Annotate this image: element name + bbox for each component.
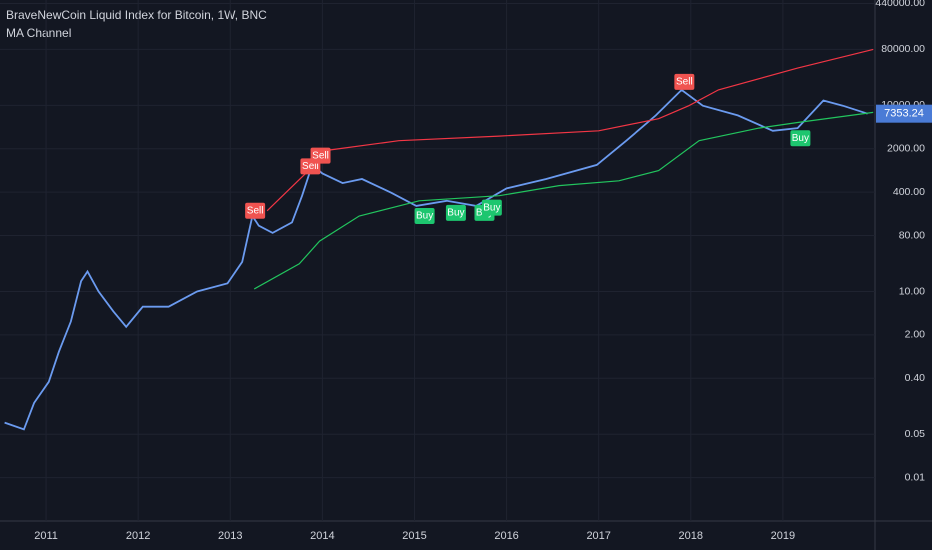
x-tick-label: 2017 (586, 530, 610, 542)
y-tick-label: 2.00 (905, 329, 926, 341)
y-tick-label: 80000.00 (881, 43, 925, 55)
signal-text: Buy (416, 211, 433, 222)
y-tick-label: 440000.00 (875, 0, 925, 9)
y-tick-label: 2000.00 (887, 143, 925, 155)
signal-text: Sell (247, 205, 264, 216)
y-tick-label: 0.40 (905, 372, 926, 384)
signal-label: Sell (310, 147, 331, 164)
signal-label: Buy (481, 199, 502, 216)
signal-text: Buy (447, 208, 464, 219)
signal-text: Sell (312, 150, 329, 161)
x-tick-label: 2012 (126, 530, 150, 542)
series-line (253, 111, 874, 290)
signal-box (445, 204, 466, 221)
grid (0, 0, 875, 521)
series-line (4, 88, 868, 431)
x-tick-label: 2019 (771, 530, 795, 542)
y-tick-label: 0.05 (905, 428, 926, 440)
x-tick-label: 2016 (494, 530, 518, 542)
signal-text: Buy (792, 133, 809, 144)
signal-box (245, 202, 266, 219)
x-tick-label: 2015 (402, 530, 426, 542)
signal-box (414, 207, 435, 224)
x-tick-label: 2011 (34, 530, 58, 542)
signal-box (790, 130, 811, 147)
signal-text: Buy (483, 202, 500, 213)
signal-box (481, 199, 502, 216)
signal-text: Sell (676, 76, 693, 87)
chart-title: BraveNewCoin Liquid Index for Bitcoin, 1… (6, 8, 267, 22)
chart-subtitle: MA Channel (6, 26, 71, 40)
signal-label: Sell (674, 73, 695, 90)
signal-label: Sell (245, 202, 266, 219)
y-tick-label: 80.00 (899, 229, 925, 241)
x-tick-label: 2018 (679, 530, 703, 542)
y-tick-label: 400.00 (893, 186, 925, 198)
x-tick-label: 2013 (218, 530, 242, 542)
x-tick-label: 2014 (310, 530, 334, 542)
signal-box (674, 73, 695, 90)
last-price-box (876, 104, 932, 123)
signal-label: Buy (414, 207, 435, 224)
last-price-label: 7353.24 (884, 108, 924, 120)
signal-label: Buy (790, 130, 811, 147)
y-tick-label: 10.00 (899, 285, 925, 297)
signal-text: Sell (302, 161, 319, 172)
y-tick-label: 0.01 (905, 471, 926, 483)
signal-label: Buy (445, 204, 466, 221)
signal-box (310, 147, 331, 164)
